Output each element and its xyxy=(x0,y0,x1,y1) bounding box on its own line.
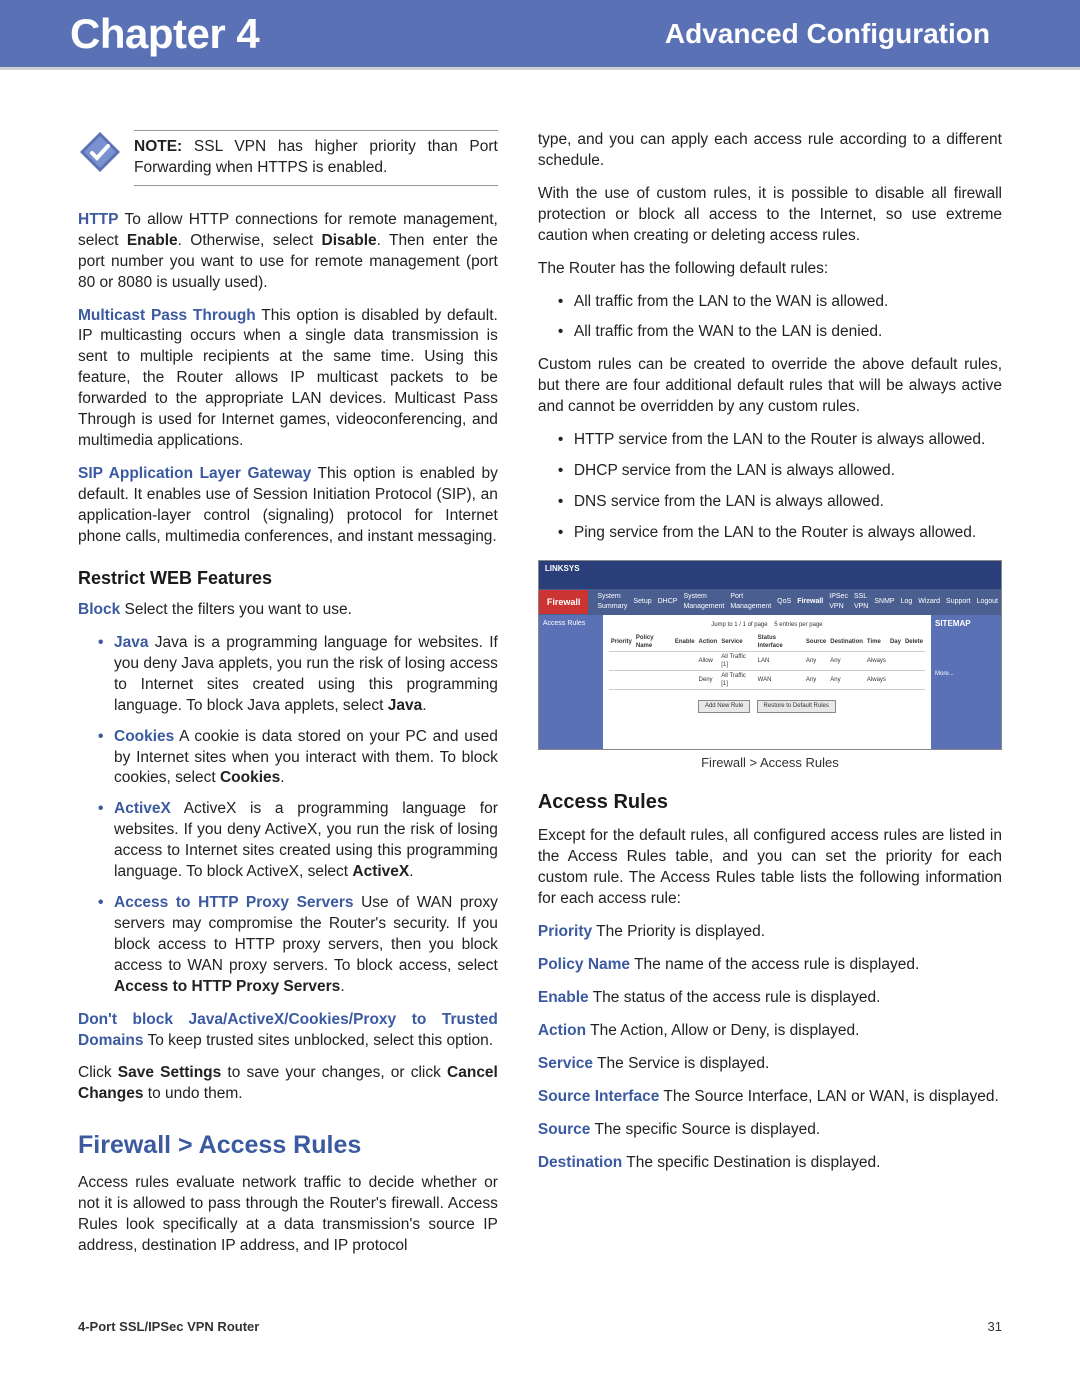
fig-firewall-label: Firewall xyxy=(539,590,589,614)
bullet-cookies: Cookies A cookie is data stored on your … xyxy=(98,727,498,790)
field-enable: Enable The status of the access rule is … xyxy=(538,988,1002,1009)
page: Chapter 4 Advanced Configuration NOTE: S… xyxy=(0,0,1080,1364)
fig-body: Access Rules Jump to 1 / 1 of page 5 ent… xyxy=(539,615,1001,749)
fixed-rule-2: DHCP service from the LAN is always allo… xyxy=(558,461,1002,482)
fig-restore-button: Restore to Default Rules xyxy=(757,700,836,712)
type-para: type, and you can apply each access rule… xyxy=(538,130,1002,172)
note-text: NOTE: SSL VPN has higher priority than P… xyxy=(134,130,498,186)
override-para: Custom rules can be created to override … xyxy=(538,355,1002,418)
default-rule-2: All traffic from the WAN to the LAN is d… xyxy=(558,322,1002,343)
page-footer: 4-Port SSL/IPSec VPN Router 31 xyxy=(0,1309,1080,1364)
fig-brand: LINKSYS xyxy=(539,561,1001,589)
firewall-intro: Access rules evaluate network traffic to… xyxy=(78,1173,498,1257)
default-rules-list: All traffic from the LAN to the WAN is a… xyxy=(538,292,1002,344)
footer-page-number: 31 xyxy=(988,1319,1002,1334)
fig-subtab: Access Rules xyxy=(539,615,603,749)
trusted-para: Don't block Java/ActiveX/Cookies/Proxy t… xyxy=(78,1010,498,1052)
custom-para: With the use of custom rules, it is poss… xyxy=(538,184,1002,247)
field-policy: Policy Name The name of the access rule … xyxy=(538,955,1002,976)
multicast-para: Multicast Pass Through This option is di… xyxy=(78,306,498,452)
fixed-rules-list: HTTP service from the LAN to the Router … xyxy=(538,430,1002,544)
fig-navband: Firewall System Summary Setup DHCP Syste… xyxy=(539,589,1001,615)
firewall-heading: Firewall > Access Rules xyxy=(78,1129,498,1163)
access-rules-heading: Access Rules xyxy=(538,789,1002,816)
fig-caption: Firewall > Access Rules xyxy=(538,754,1002,772)
note-icon xyxy=(78,130,122,174)
field-service: Service The Service is displayed. xyxy=(538,1054,1002,1075)
bullet-java: Java Java is a programming language for … xyxy=(98,633,498,717)
save-para: Click Save Settings to save your changes… xyxy=(78,1063,498,1105)
fig-table-area: Jump to 1 / 1 of page 5 entries per page… xyxy=(603,615,931,749)
right-column: type, and you can apply each access rule… xyxy=(538,130,1002,1269)
multicast-term: Multicast Pass Through xyxy=(78,307,256,324)
block-bullets: Java Java is a programming language for … xyxy=(78,633,498,998)
field-source: Source The specific Source is displayed. xyxy=(538,1120,1002,1141)
fig-pager: Jump to 1 / 1 of page 5 entries per page xyxy=(609,621,925,629)
chapter-title: Chapter 4 xyxy=(70,10,259,58)
fixed-rule-3: DNS service from the LAN is always allow… xyxy=(558,492,1002,513)
footer-product: 4-Port SSL/IPSec VPN Router xyxy=(78,1319,259,1334)
note-body: SSL VPN has higher priority than Port Fo… xyxy=(134,138,498,176)
field-priority: Priority The Priority is displayed. xyxy=(538,922,1002,943)
header-band: Chapter 4 Advanced Configuration xyxy=(0,0,1080,70)
left-column: NOTE: SSL VPN has higher priority than P… xyxy=(78,130,498,1269)
default-rule-1: All traffic from the LAN to the WAN is a… xyxy=(558,292,1002,313)
fixed-rule-1: HTTP service from the LAN to the Router … xyxy=(558,430,1002,451)
http-term: HTTP xyxy=(78,211,118,228)
http-para: HTTP To allow HTTP connections for remot… xyxy=(78,210,498,294)
block-para: Block Select the filters you want to use… xyxy=(78,600,498,621)
access-intro: Except for the default rules, all config… xyxy=(538,826,1002,910)
fig-buttons: Add New Rule Restore to Default Rules xyxy=(609,700,925,712)
fig-table: Priority Policy Name Enable Action Servi… xyxy=(609,633,925,691)
sip-para: SIP Application Layer Gateway This optio… xyxy=(78,464,498,548)
fixed-rule-4: Ping service from the LAN to the Router … xyxy=(558,523,1002,544)
field-source-interface: Source Interface The Source Interface, L… xyxy=(538,1087,1002,1108)
bullet-proxy: Access to HTTP Proxy Servers Use of WAN … xyxy=(98,893,498,998)
bullet-activex: ActiveX ActiveX is a programming languag… xyxy=(98,799,498,883)
default-intro: The Router has the following default rul… xyxy=(538,259,1002,280)
note-block: NOTE: SSL VPN has higher priority than P… xyxy=(78,130,498,186)
header-section: Advanced Configuration xyxy=(665,18,990,50)
restrict-heading: Restrict WEB Features xyxy=(78,566,498,590)
sip-term: SIP Application Layer Gateway xyxy=(78,465,311,482)
note-label: NOTE: xyxy=(134,138,182,155)
block-term: Block xyxy=(78,601,120,618)
field-destination: Destination The specific Destination is … xyxy=(538,1153,1002,1174)
firewall-screenshot: LINKSYS Firewall System Summary Setup DH… xyxy=(538,560,1002,750)
field-action: Action The Action, Allow or Deny, is dis… xyxy=(538,1021,1002,1042)
fig-add-button: Add New Rule xyxy=(698,700,750,712)
fig-sitemap: SITEMAP More... xyxy=(931,615,1001,749)
content-columns: NOTE: SSL VPN has higher priority than P… xyxy=(0,130,1080,1309)
